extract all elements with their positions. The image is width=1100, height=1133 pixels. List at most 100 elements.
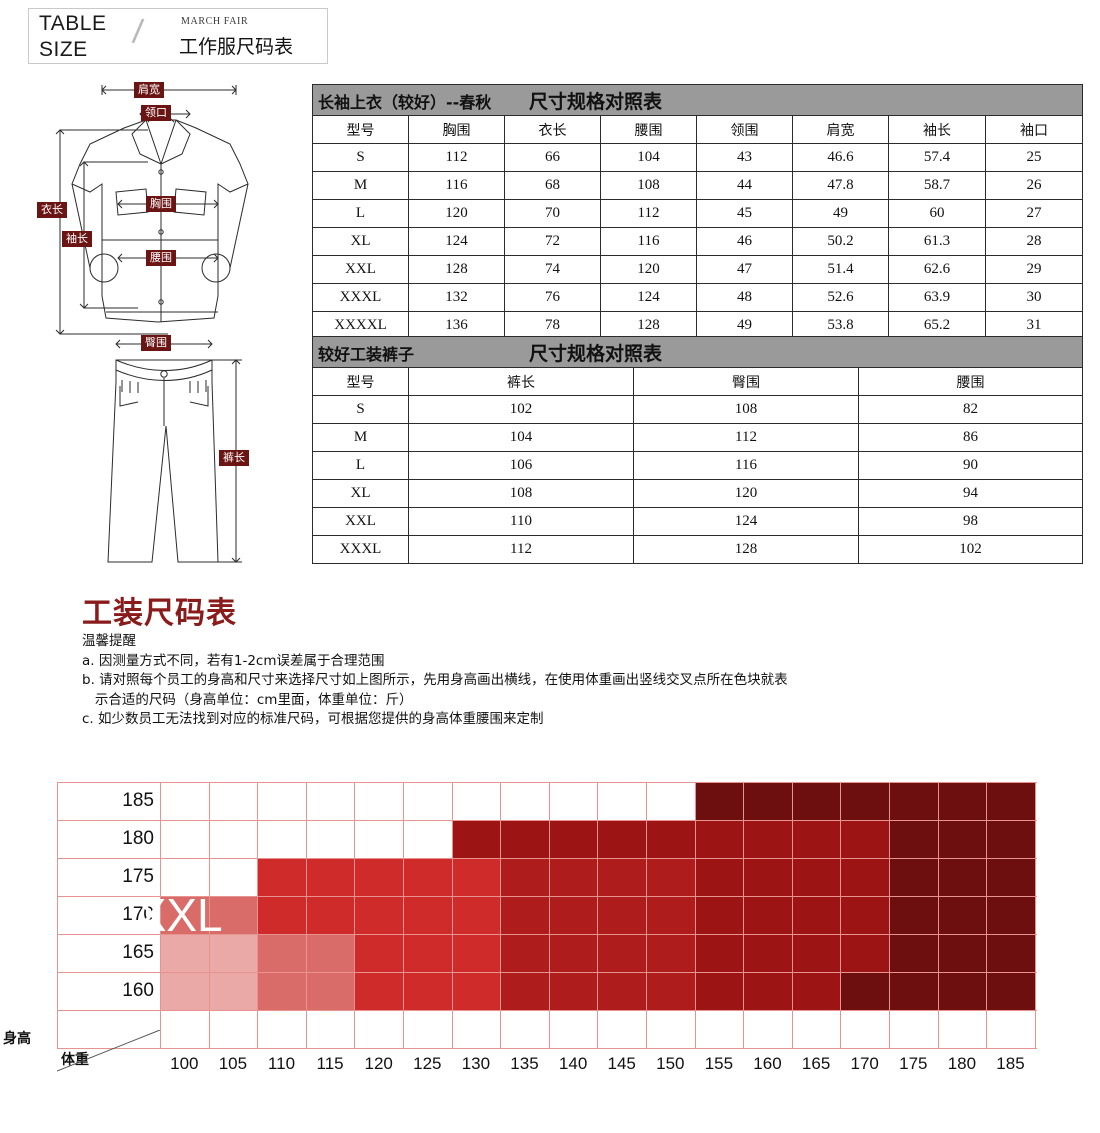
grid-line-horizontal bbox=[57, 782, 1037, 783]
grid-line-vertical bbox=[986, 782, 988, 1048]
cell-value: 128 bbox=[408, 255, 505, 284]
label-garment-length: 衣长 bbox=[37, 202, 67, 218]
grid-line-vertical bbox=[840, 782, 842, 1048]
cell-value: 124 bbox=[633, 507, 859, 536]
cell-size-code: XXXL bbox=[312, 535, 409, 564]
table-row: L 120 70 112 45 49 60 27 bbox=[312, 199, 1083, 228]
heatmap-cell bbox=[257, 896, 501, 934]
heatmap-size-label: L bbox=[427, 737, 453, 789]
pants-diagram: 臀围 裤长 bbox=[78, 330, 308, 575]
grid-line-vertical bbox=[257, 782, 259, 1048]
grid-line-vertical bbox=[500, 782, 502, 1048]
table-band-cell: 较好工装裤子 尺寸规格对照表 bbox=[312, 336, 1083, 368]
heatmap-row-label: 185 bbox=[122, 790, 154, 811]
cell-value: 52.6 bbox=[792, 283, 889, 312]
table-row: M 116 68 108 44 47.8 58.7 26 bbox=[312, 171, 1083, 200]
table-header-row: 型号 胸围 衣长 腰围 领围 肩宽 袖长 袖口 bbox=[312, 115, 1083, 144]
heatmap-cell bbox=[500, 896, 695, 934]
band-left-label: 长袖上衣（较好）--春秋 bbox=[318, 93, 492, 112]
column-header: 袖长 bbox=[888, 115, 986, 144]
cell-value: 136 bbox=[408, 311, 505, 340]
heatmap-cell bbox=[500, 934, 695, 972]
table-row: XXXL 112 128 102 bbox=[312, 535, 1083, 564]
cell-value: 104 bbox=[600, 143, 697, 172]
cell-value: 124 bbox=[600, 283, 697, 312]
cell-value: 70 bbox=[504, 199, 601, 228]
cell-value: 49 bbox=[792, 199, 889, 228]
grid-line-vertical bbox=[160, 782, 161, 1048]
cell-value: 76 bbox=[504, 283, 601, 312]
cell-value: 53.8 bbox=[792, 311, 889, 340]
column-header: 袖口 bbox=[985, 115, 1083, 144]
cell-value: 30 bbox=[985, 283, 1083, 312]
corner-diagonal-divider bbox=[57, 1030, 161, 1072]
cell-value: 58.7 bbox=[888, 171, 986, 200]
header-slash-divider: / bbox=[130, 12, 146, 52]
grid-line-vertical bbox=[597, 782, 599, 1048]
heatmap-cell bbox=[548, 820, 695, 858]
heatmap-column-label: 185 bbox=[996, 1054, 1025, 1073]
cell-value: 63.9 bbox=[888, 283, 986, 312]
cell-value: 25 bbox=[985, 143, 1083, 172]
table-row: S 102 108 82 bbox=[312, 395, 1083, 424]
table-row: XL 124 72 116 46 50.2 61.3 28 bbox=[312, 227, 1083, 256]
cell-size-code: L bbox=[312, 451, 409, 480]
table-row: XXXL 132 76 124 48 52.6 63.9 30 bbox=[312, 283, 1083, 312]
grid-line-vertical bbox=[403, 782, 404, 1048]
heatmap-row-label: 160 bbox=[122, 980, 154, 1001]
heatmap-cell bbox=[840, 972, 1035, 1010]
header-title-en: TABLE SIZE bbox=[39, 11, 106, 63]
cell-value: 112 bbox=[408, 143, 505, 172]
cell-value: 27 bbox=[985, 199, 1083, 228]
heatmap-cell bbox=[354, 934, 501, 972]
cell-value: 43 bbox=[696, 143, 793, 172]
table-band-row: 较好工装裤子 尺寸规格对照表 bbox=[312, 336, 1083, 368]
cell-size-code: XXXXL bbox=[312, 311, 409, 340]
heatmap-cell bbox=[500, 858, 695, 896]
column-header: 腰围 bbox=[600, 115, 697, 144]
heatmap-cell bbox=[694, 934, 889, 972]
column-header: 型号 bbox=[312, 115, 409, 144]
cell-size-code: M bbox=[312, 171, 409, 200]
column-header: 臀围 bbox=[633, 367, 859, 396]
band-left-label: 较好工装裤子 bbox=[318, 345, 415, 364]
cell-value: 128 bbox=[633, 535, 859, 564]
heatmap-column-label: 100 bbox=[170, 1054, 199, 1073]
table-row: L 106 116 90 bbox=[312, 451, 1083, 480]
cell-value: 72 bbox=[504, 227, 601, 256]
brand-name: MARCH FAIR bbox=[181, 16, 249, 27]
heatmap-cell bbox=[354, 972, 501, 1010]
grid-line-horizontal bbox=[57, 934, 1037, 935]
heatmap-cell bbox=[694, 972, 841, 1010]
heatmap-cell bbox=[889, 934, 1035, 972]
column-header: 衣长 bbox=[504, 115, 601, 144]
heatmap-cell bbox=[257, 858, 501, 896]
cell-size-code: S bbox=[312, 143, 409, 172]
jacket-size-table: 长袖上衣（较好）--春秋 尺寸规格对照表 型号 胸围 衣长 腰围 领围 肩宽 袖长 袖口 S 112 6… bbox=[312, 84, 1083, 340]
column-header: 裤长 bbox=[408, 367, 634, 396]
pants-size-table: 较好工装裤子 尺寸规格对照表 型号 裤长 臀围 腰围 S 102 108 82 M 104 112 86 L… bbox=[312, 336, 1083, 564]
cell-value: 102 bbox=[408, 395, 634, 424]
column-header: 肩宽 bbox=[792, 115, 889, 144]
header-band: TABLE SIZE / MARCH FAIR 工作服尺码表 bbox=[28, 8, 328, 64]
cell-value: 108 bbox=[633, 395, 859, 424]
cell-size-code: S bbox=[312, 395, 409, 424]
band-center-label: 尺寸规格对照表 bbox=[529, 343, 663, 365]
heatmap-column-label: 120 bbox=[364, 1054, 393, 1073]
cell-value: 116 bbox=[408, 171, 505, 200]
cell-value: 78 bbox=[504, 311, 601, 340]
grid-line-horizontal bbox=[57, 1010, 1037, 1011]
heatmap-size-label: M bbox=[135, 737, 175, 789]
heatmap-column-label: 125 bbox=[413, 1054, 442, 1073]
column-header: 型号 bbox=[312, 367, 409, 396]
notes-text: 温馨提醒 a. 因测量方式不同，若有1-2cm误差属于合理范围 b. 请对照每个… bbox=[82, 633, 788, 727]
heatmap-column-label: 115 bbox=[316, 1054, 344, 1073]
header-title-line1: TABLE bbox=[39, 12, 107, 35]
cell-value: 128 bbox=[600, 311, 697, 340]
cell-value: 86 bbox=[858, 423, 1083, 452]
table-band-cell: 长袖上衣（较好）--春秋 尺寸规格对照表 bbox=[312, 84, 1083, 116]
table-row: XXL 128 74 120 47 51.4 62.6 29 bbox=[312, 255, 1083, 284]
heatmap-cell bbox=[889, 896, 1035, 934]
heatmap-column-label: 160 bbox=[753, 1054, 782, 1073]
heatmap-size-label: XL bbox=[135, 737, 192, 789]
